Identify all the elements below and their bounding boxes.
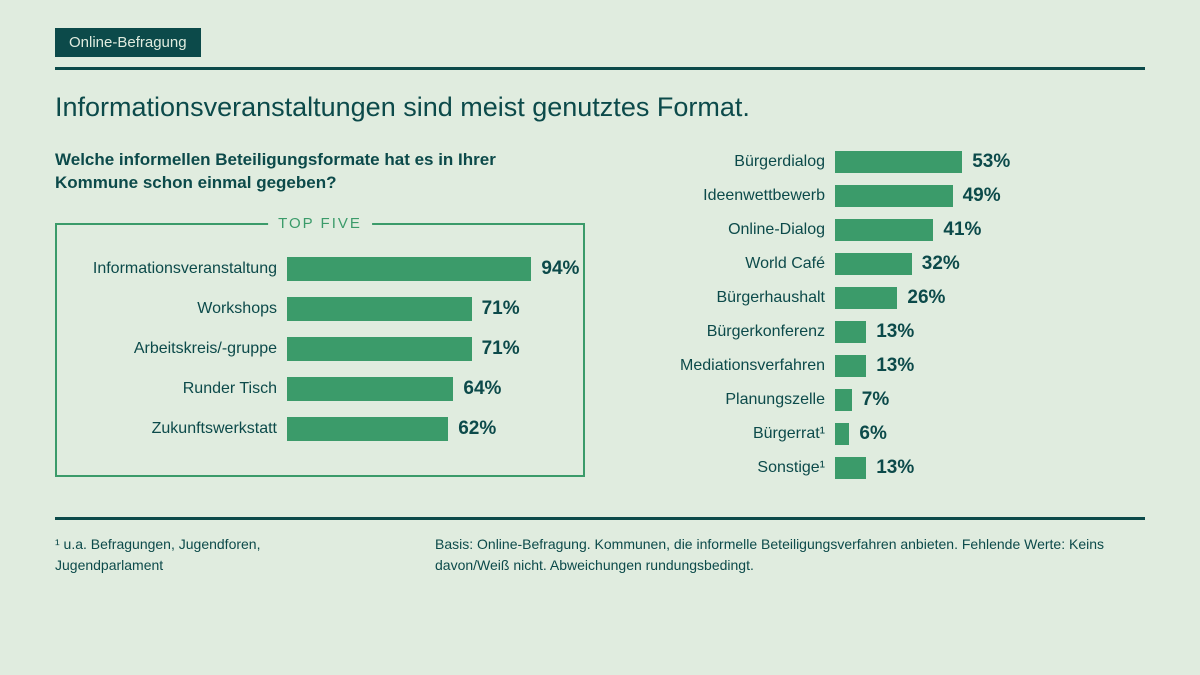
bar-label: Bürgerhaushalt bbox=[655, 289, 835, 307]
bar-row: Planungszelle 7% bbox=[655, 387, 1145, 413]
bar-fill bbox=[835, 423, 849, 445]
bar-track: 71% bbox=[287, 337, 563, 361]
bar-track: 62% bbox=[287, 417, 563, 441]
bar-value: 13% bbox=[876, 355, 914, 377]
bar-label: Mediationsverfahren bbox=[655, 357, 835, 375]
bar-fill bbox=[287, 417, 448, 441]
bar-label: Zukunftswerkstatt bbox=[77, 420, 287, 438]
basis-text: Basis: Online-Befragung. Kommunen, die i… bbox=[435, 534, 1145, 576]
bar-value: 41% bbox=[943, 219, 981, 241]
bar-fill bbox=[287, 297, 472, 321]
bar-value: 64% bbox=[463, 378, 501, 400]
bar-label: Online-Dialog bbox=[655, 221, 835, 239]
bar-track: 64% bbox=[287, 377, 563, 401]
bar-value: 7% bbox=[862, 389, 889, 411]
bar-value: 53% bbox=[972, 151, 1010, 173]
bar-label: Runder Tisch bbox=[77, 380, 287, 398]
bar-value: 71% bbox=[482, 298, 520, 320]
footer: ¹ u.a. Befragungen, Jugendforen, Jugendp… bbox=[55, 534, 1145, 576]
bar-fill bbox=[835, 321, 866, 343]
bar-track: 53% bbox=[835, 151, 1145, 173]
footer-rule bbox=[55, 517, 1145, 520]
bar-track: 26% bbox=[835, 287, 1145, 309]
bar-track: 71% bbox=[287, 297, 563, 321]
bar-row: World Café 32% bbox=[655, 251, 1145, 277]
footnote: ¹ u.a. Befragungen, Jugendforen, Jugendp… bbox=[55, 534, 355, 576]
bar-track: 94% bbox=[287, 257, 579, 281]
bar-fill bbox=[835, 219, 933, 241]
bar-fill bbox=[287, 337, 472, 361]
bar-row: Zukunftswerkstatt 62% bbox=[77, 415, 563, 443]
bar-row: Bürgerrat¹ 6% bbox=[655, 421, 1145, 447]
bar-track: 41% bbox=[835, 219, 1145, 241]
top-five-box: TOP FIVE Informationsveranstaltung94%Wor… bbox=[55, 223, 585, 477]
page-title: Informationsveranstaltungen sind meist g… bbox=[55, 92, 1145, 123]
bar-track: 6% bbox=[835, 423, 1145, 445]
bar-row: Informationsveranstaltung94% bbox=[77, 255, 563, 283]
bar-fill bbox=[835, 355, 866, 377]
bar-label: Ideenwettbewerb bbox=[655, 187, 835, 205]
bar-fill bbox=[835, 185, 953, 207]
bar-row: Runder Tisch 64% bbox=[77, 375, 563, 403]
bar-row: Arbeitskreis/-gruppe 71% bbox=[77, 335, 563, 363]
bar-track: 13% bbox=[835, 355, 1145, 377]
bar-track: 32% bbox=[835, 253, 1145, 275]
bar-value: 32% bbox=[922, 253, 960, 275]
bar-label: Planungszelle bbox=[655, 391, 835, 409]
bar-row: Online-Dialog 41% bbox=[655, 217, 1145, 243]
bar-value: 13% bbox=[876, 457, 914, 479]
survey-question: Welche informellen Beteiligungsformate h… bbox=[55, 149, 515, 195]
bar-track: 13% bbox=[835, 321, 1145, 343]
bar-fill bbox=[287, 257, 531, 281]
bar-row: Workshops 71% bbox=[77, 295, 563, 323]
bar-value: 94% bbox=[541, 258, 579, 280]
bar-value: 62% bbox=[458, 418, 496, 440]
bar-value: 13% bbox=[876, 321, 914, 343]
bar-row: Bürgerkonferenz 13% bbox=[655, 319, 1145, 345]
bar-fill bbox=[287, 377, 453, 401]
bar-track: 7% bbox=[835, 389, 1145, 411]
bar-label: Sonstige¹ bbox=[655, 459, 835, 477]
bar-label: Informationsveranstaltung bbox=[77, 260, 287, 278]
bar-value: 6% bbox=[859, 423, 886, 445]
right-column: Bürgerdialog 53% Ideenwettbewerb 49% Online-… bbox=[655, 149, 1145, 489]
bar-track: 49% bbox=[835, 185, 1145, 207]
bar-fill bbox=[835, 389, 852, 411]
category-badge: Online-Befragung bbox=[55, 28, 201, 57]
left-column: Welche informellen Beteiligungsformate h… bbox=[55, 149, 585, 489]
bar-value: 49% bbox=[963, 185, 1001, 207]
bar-track: 13% bbox=[835, 457, 1145, 479]
bar-value: 71% bbox=[482, 338, 520, 360]
bar-row: Ideenwettbewerb 49% bbox=[655, 183, 1145, 209]
bar-row: Sonstige¹ 13% bbox=[655, 455, 1145, 481]
bar-row: Bürgerdialog 53% bbox=[655, 149, 1145, 175]
bar-label: Workshops bbox=[77, 300, 287, 318]
bar-row: Bürgerhaushalt 26% bbox=[655, 285, 1145, 311]
bar-fill bbox=[835, 287, 897, 309]
bar-row: Mediationsverfahren 13% bbox=[655, 353, 1145, 379]
bar-label: Bürgerrat¹ bbox=[655, 425, 835, 443]
chart-columns: Welche informellen Beteiligungsformate h… bbox=[55, 149, 1145, 489]
bar-fill bbox=[835, 457, 866, 479]
bar-label: World Café bbox=[655, 255, 835, 273]
bar-label: Bürgerdialog bbox=[655, 153, 835, 171]
bar-fill bbox=[835, 253, 912, 275]
top-rule bbox=[55, 67, 1145, 70]
bar-label: Bürgerkonferenz bbox=[655, 323, 835, 341]
top-five-label: TOP FIVE bbox=[268, 215, 372, 232]
bar-label: Arbeitskreis/-gruppe bbox=[77, 340, 287, 358]
bar-value: 26% bbox=[907, 287, 945, 309]
bar-fill bbox=[835, 151, 962, 173]
